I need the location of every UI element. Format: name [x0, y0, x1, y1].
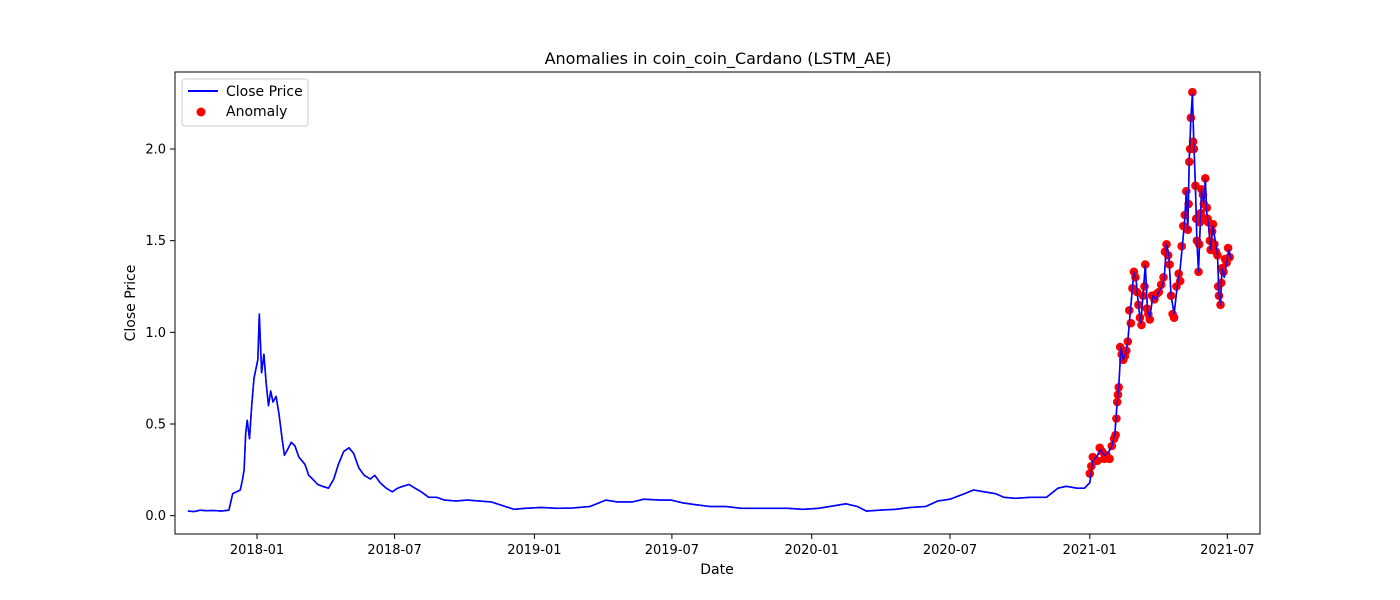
y-tick-label: 1.5 — [145, 234, 166, 249]
x-tick-label: 2019-01 — [507, 543, 561, 558]
x-tick-label: 2018-07 — [367, 543, 421, 558]
anomaly-point — [1223, 243, 1233, 253]
x-tick-label: 2018-01 — [230, 543, 284, 558]
y-tick-label: 0.0 — [145, 509, 166, 524]
anomaly-point — [1188, 87, 1197, 97]
anomaly-point — [1105, 454, 1114, 464]
y-tick-label: 0.5 — [145, 418, 166, 433]
legend-dot-swatch — [196, 107, 206, 117]
anomaly-point — [1169, 313, 1179, 323]
x-tick-label: 2021-01 — [1063, 543, 1117, 558]
x-tick-label: 2019-07 — [645, 543, 699, 558]
legend-label-anomaly: Anomaly — [226, 104, 287, 120]
plot-frame — [174, 71, 1261, 535]
anomaly-point — [1159, 273, 1168, 282]
chart-title: Anomalies in coin_coin_Cardano (LSTM_AE) — [545, 49, 892, 69]
legend-label-close-price: Close Price — [226, 84, 303, 100]
anomaly-point — [1125, 306, 1134, 315]
plot-area — [187, 87, 1234, 513]
anomaly-point — [1145, 315, 1155, 324]
x-axis: 2018-01 2018-07 2019-01 2019-07 2020-01 2020-… — [230, 534, 1254, 558]
anomaly-point — [1208, 219, 1218, 229]
anomaly-point — [1137, 320, 1146, 330]
close-price-line-overlay — [187, 93, 1232, 513]
anomaly-point — [1126, 318, 1136, 328]
x-axis-label: Date — [700, 562, 733, 578]
y-axis: 0.0 0.5 1.0 1.5 2.0 — [145, 143, 175, 524]
y-tick-label: 2.0 — [145, 143, 166, 158]
y-axis-label: Close Price — [123, 265, 139, 342]
anomaly-point — [1085, 469, 1095, 478]
x-tick-label: 2021-07 — [1200, 543, 1254, 558]
y-tick-label: 1.0 — [145, 326, 166, 341]
x-tick-label: 2020-07 — [923, 543, 977, 558]
legend: Close Price Anomaly — [181, 78, 309, 127]
x-tick-label: 2020-01 — [785, 543, 839, 558]
